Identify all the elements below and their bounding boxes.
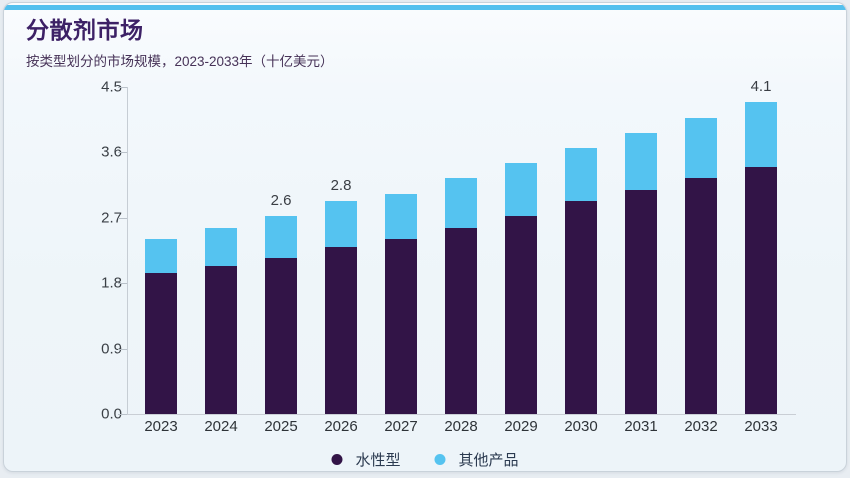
y-axis-line (127, 87, 128, 415)
bar-segment-water-based (445, 227, 477, 414)
page-title: 分散剂市场 (26, 17, 144, 43)
bar-segment-water-based (205, 265, 237, 414)
bar-segment-water-based (685, 178, 717, 414)
x-axis-label: 2024 (204, 418, 238, 435)
bar-segment-water-based (325, 246, 357, 414)
x-axis-label: 2030 (564, 418, 598, 435)
legend-item-label: 水性型 (355, 452, 401, 469)
legend-swatch-others (434, 454, 446, 465)
bar-segment-water-based (745, 167, 777, 414)
bar-segment-others (685, 117, 717, 179)
bar-segment-others (145, 239, 177, 274)
x-axis-label: 2032 (684, 418, 718, 435)
x-axis-label: 2025 (264, 418, 298, 435)
bar-value-label: 2.8 (330, 177, 352, 195)
legend: 水性型 其他产品 (331, 449, 519, 470)
y-axis-tick-mark (118, 87, 127, 88)
bar-value-label: 4.1 (750, 78, 772, 96)
bar-segment-others (445, 178, 477, 228)
bar-segment-others (565, 148, 597, 202)
y-axis-tick-mark (118, 414, 127, 415)
plot-area: 0.0 0.9 1.8 2.7 3.6 4.5 2023 2024 2025 2.6 2026 2.8… (4, 3, 846, 471)
y-axis-tick-mark (118, 217, 127, 219)
bar-segment-water-based (565, 201, 597, 414)
y-axis-tick-label: 4.5 (101, 78, 122, 96)
y-axis-tick-label: 2.7 (101, 209, 122, 227)
y-axis-tick-label: 1.8 (101, 274, 122, 292)
accent-strip (4, 5, 846, 10)
legend-item-label: 其他产品 (458, 452, 519, 469)
x-axis-label: 2023 (144, 418, 178, 435)
y-axis-tick-mark (118, 152, 127, 154)
report-card: 分散剂市场 按类型划分的市场规模，2023-2033年（十亿美元） 0.0 0.9… (3, 2, 847, 472)
bar-value-label: 2.6 (270, 192, 292, 210)
x-axis-label: 2029 (504, 418, 538, 435)
y-axis-tick-label: 0.0 (101, 405, 122, 423)
x-axis-label: 2033 (744, 418, 778, 435)
bar-segment-others (325, 201, 357, 247)
bar-segment-others (745, 102, 777, 167)
bar-segment-others (505, 163, 537, 217)
x-axis-label: 2028 (444, 418, 478, 435)
bar-segment-water-based (505, 216, 537, 414)
x-axis-line (127, 414, 796, 415)
legend-item-others: 其他产品 (434, 449, 519, 470)
y-axis-tick-mark (118, 348, 127, 350)
legend-swatch-water-based (331, 454, 343, 465)
x-axis-label: 2026 (324, 418, 358, 435)
bar-segment-others (265, 216, 297, 259)
y-axis-tick-label: 0.9 (101, 340, 122, 358)
bar-segment-others (625, 132, 657, 190)
y-axis-tick-label: 3.6 (101, 143, 122, 161)
bar-segment-others (385, 193, 417, 240)
bar-segment-water-based (385, 239, 417, 414)
bar-segment-water-based (145, 273, 177, 414)
x-axis-label: 2027 (384, 418, 418, 435)
y-axis-tick-mark (118, 283, 127, 285)
bar-segment-others (205, 227, 237, 266)
x-axis-label: 2031 (624, 418, 658, 435)
bar-segment-water-based (625, 189, 657, 414)
bar-segment-water-based (265, 258, 297, 414)
legend-item-water-based: 水性型 (331, 449, 401, 470)
chart-header: 分散剂市场 按类型划分的市场规模，2023-2033年（十亿美元） (26, 17, 334, 70)
page-subtitle: 按类型划分的市场规模，2023-2033年（十亿美元） (26, 53, 334, 69)
